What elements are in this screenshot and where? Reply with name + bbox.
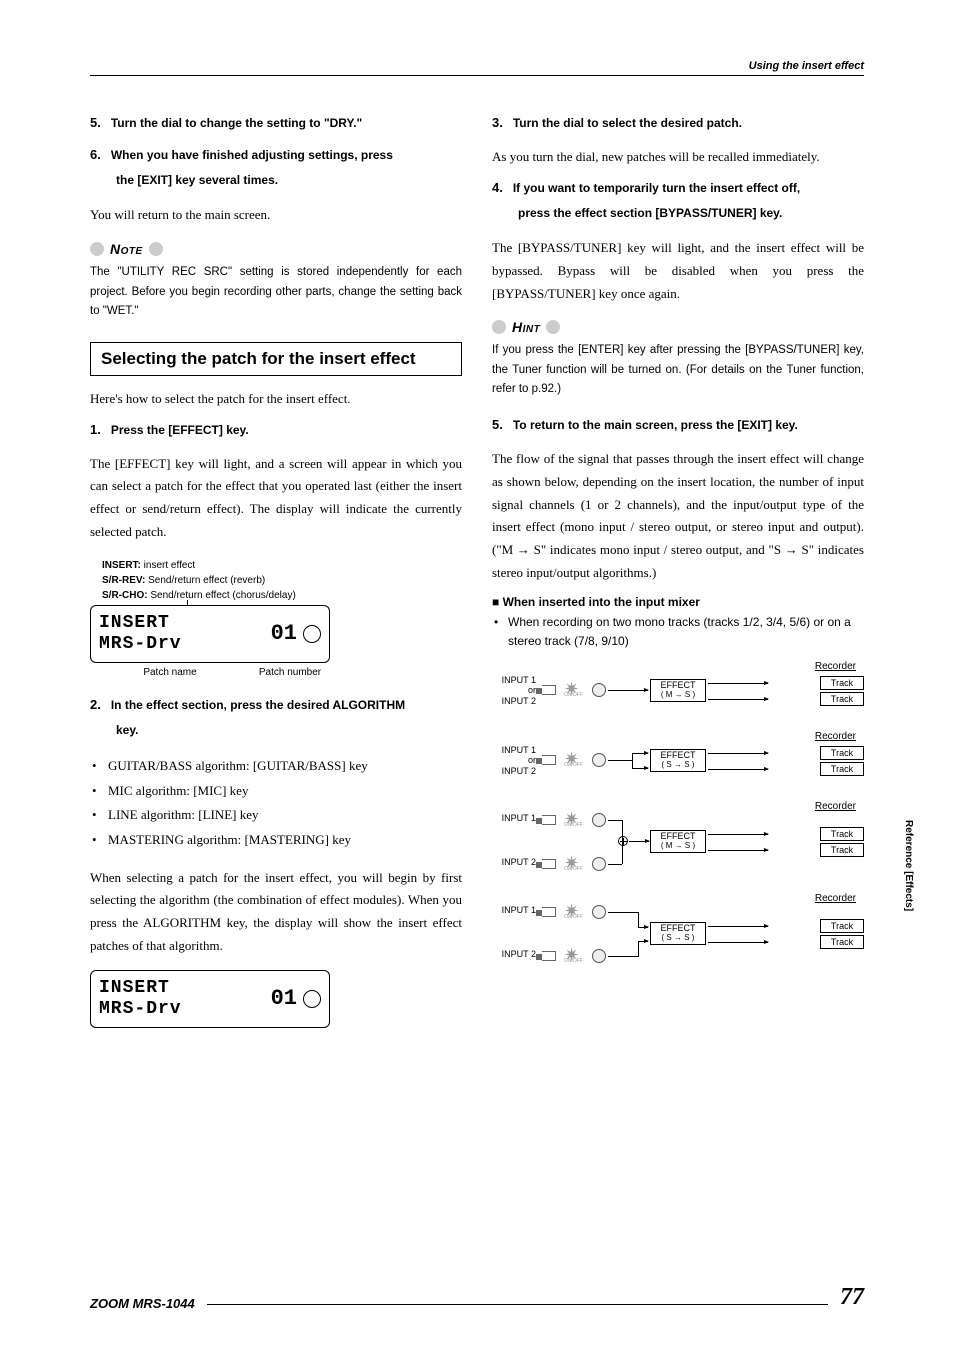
step-text: In the effect section, press the desired… — [111, 698, 405, 712]
step-number: 1. — [90, 422, 101, 437]
list-item: MASTERING algorithm: [MASTERING] key — [90, 828, 462, 853]
algorithm-list: GUITAR/BASS algorithm: [GUITAR/BASS] key… — [90, 754, 462, 853]
step-number: 2. — [90, 697, 101, 712]
callout-icon — [546, 320, 560, 334]
body-paragraph: When selecting a patch for the insert ef… — [90, 867, 462, 958]
page-footer: ZOOM MRS-1044 77 — [90, 1284, 864, 1311]
step-number: 4. — [492, 180, 503, 195]
lcd-display: INSERT MRS-Drv 01 — [90, 970, 330, 1028]
step-text-continue: the [EXIT] key several times. — [116, 170, 462, 190]
note-label: Note — [110, 241, 143, 257]
dial-icon — [303, 990, 321, 1008]
lcd-line2: MRS-Drv — [99, 634, 271, 655]
hint-callout: Hint — [492, 319, 864, 335]
step-text: Turn the dial to change the setting to "… — [111, 116, 362, 130]
left-column: 5. Turn the dial to change the setting t… — [90, 106, 462, 1264]
step-text: Turn the dial to select the desired patc… — [513, 116, 742, 130]
body-paragraph: The [BYPASS/TUNER] key will light, and t… — [492, 237, 864, 305]
section-title: Selecting the patch for the insert effec… — [101, 349, 451, 369]
step-text: When you have finished adjusting setting… — [111, 148, 393, 162]
hint-text: If you press the [ENTER] key after press… — [492, 341, 864, 400]
diagram-block: Recorder INPUT 1 or INPUT 2 ✷ON/OFF EFFE… — [492, 665, 864, 723]
body-paragraph: You will return to the main screen. — [90, 204, 462, 227]
step-number: 5. — [492, 417, 503, 432]
lcd-line2: MRS-Drv — [99, 999, 271, 1020]
footer-model: ZOOM MRS-1044 — [90, 1296, 195, 1311]
step-text: To return to the main screen, press the … — [513, 418, 798, 432]
diagram-block: Recorder INPUT 1 INPUT 2 ✷ON/OFF ✷ON/OFF — [492, 897, 864, 977]
section-heading-box: Selecting the patch for the insert effec… — [90, 342, 462, 376]
hint-label: Hint — [512, 319, 540, 335]
list-item: LINE algorithm: [LINE] key — [90, 803, 462, 828]
lcd-number: 01 — [271, 621, 297, 646]
note-text: The "UTILITY REC SRC" setting is stored … — [90, 263, 462, 322]
page-number: 77 — [840, 1284, 864, 1311]
step-number: 3. — [492, 115, 503, 130]
recorder-label: Recorder — [815, 893, 856, 904]
dial-icon — [303, 625, 321, 643]
body-paragraph: The flow of the signal that passes throu… — [492, 448, 864, 585]
step-text-continue: key. — [116, 720, 462, 740]
square-heading: When inserted into the input mixer — [492, 595, 864, 609]
callout-icon — [90, 242, 104, 256]
step-number: 6. — [90, 147, 101, 162]
diagram-block: Recorder INPUT 1 INPUT 2 ✷ON/OFF ✷ON/OFF — [492, 805, 864, 885]
step-text: Press the [EFFECT] key. — [111, 423, 249, 437]
list-item: MIC algorithm: [MIC] key — [90, 779, 462, 804]
callout-icon — [492, 320, 506, 334]
lcd-display: INSERT MRS-Drv 01 — [90, 605, 330, 663]
lcd-key-labels: INSERT: insert effect S/R-REV: Send/retu… — [102, 558, 462, 603]
side-tab-label: Reference [Effects] — [903, 820, 914, 911]
callout-icon — [149, 242, 163, 256]
list-item: When recording on two mono tracks (track… — [492, 613, 864, 651]
body-paragraph: As you turn the dial, new patches will b… — [492, 146, 864, 169]
diagram-block: Recorder INPUT 1 or INPUT 2 ✷ON/OFF EFFE… — [492, 735, 864, 793]
lcd-caption-name: Patch name — [90, 667, 250, 678]
signal-flow-diagrams: Recorder INPUT 1 or INPUT 2 ✷ON/OFF EFFE… — [492, 665, 864, 977]
lcd-number: 01 — [271, 986, 297, 1011]
lcd-line1: INSERT — [99, 613, 271, 634]
step-number: 5. — [90, 115, 101, 130]
note-callout: Note — [90, 241, 462, 257]
recorder-label: Recorder — [815, 661, 856, 672]
list-item: GUITAR/BASS algorithm: [GUITAR/BASS] key — [90, 754, 462, 779]
recorder-label: Recorder — [815, 731, 856, 742]
page-header: Using the insert effect — [90, 60, 864, 76]
body-paragraph: The [EFFECT] key will light, and a scree… — [90, 453, 462, 544]
step-text: If you want to temporarily turn the inse… — [513, 181, 800, 195]
lcd-line1: INSERT — [99, 978, 271, 999]
recorder-label: Recorder — [815, 801, 856, 812]
right-column: 3. Turn the dial to select the desired p… — [492, 106, 864, 1264]
step-text-continue: press the effect section [BYPASS/TUNER] … — [518, 203, 864, 223]
section-intro: Here's how to select the patch for the i… — [90, 388, 462, 411]
lcd-caption-num: Patch number — [250, 667, 330, 678]
